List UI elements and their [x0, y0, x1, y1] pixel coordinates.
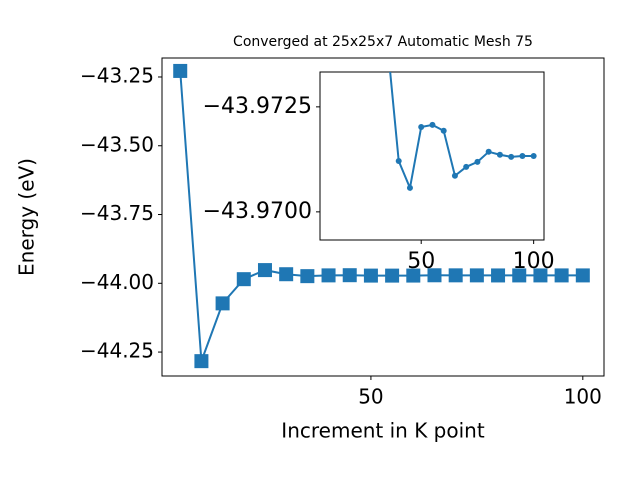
marker [448, 268, 463, 283]
y-tick-label: −43.25 [80, 63, 154, 87]
marker [491, 268, 506, 283]
marker [440, 127, 447, 134]
marker [427, 268, 442, 283]
marker [530, 153, 537, 159]
x-axis-label: Increment in K point [281, 419, 485, 443]
marker [236, 272, 251, 287]
marker [533, 268, 548, 283]
marker [496, 151, 503, 158]
y-tick-label: −43.50 [80, 132, 154, 156]
y-tick-label: −44.25 [80, 339, 154, 363]
plot-clip [173, 63, 590, 369]
marker [463, 163, 470, 170]
marker [385, 268, 400, 283]
y-tick-label: −44.00 [80, 270, 154, 294]
marker [469, 268, 484, 283]
x-tick-label: 100 [513, 249, 555, 274]
marker [554, 268, 569, 283]
chart-title: Converged at 25x25x7 Automatic Mesh 75 [233, 34, 533, 50]
x-tick-label: 50 [358, 385, 383, 409]
marker [194, 354, 209, 369]
marker [395, 158, 402, 165]
marker [321, 268, 336, 283]
marker [406, 184, 413, 191]
marker [418, 124, 425, 131]
marker [512, 268, 527, 283]
marker [485, 148, 492, 155]
marker [279, 267, 294, 282]
marker [508, 153, 515, 160]
marker [363, 268, 378, 283]
marker [257, 263, 272, 278]
marker [519, 153, 526, 159]
y-tick-label: −43.75 [80, 201, 154, 225]
y-tick-label: −43.9725 [203, 94, 312, 119]
marker [406, 268, 421, 283]
x-tick-label: 50 [407, 249, 435, 274]
marker [429, 121, 436, 128]
marker [342, 268, 357, 283]
marker [451, 172, 458, 179]
marker [173, 63, 188, 78]
y-tick-label: −43.9700 [203, 199, 312, 224]
y-axis-label: Energy (eV) [15, 158, 39, 276]
marker [474, 158, 481, 165]
plot-clip [389, 72, 537, 192]
marker [300, 269, 315, 284]
marker [215, 296, 230, 311]
marker [575, 268, 590, 283]
x-tick-label: 100 [564, 385, 602, 409]
